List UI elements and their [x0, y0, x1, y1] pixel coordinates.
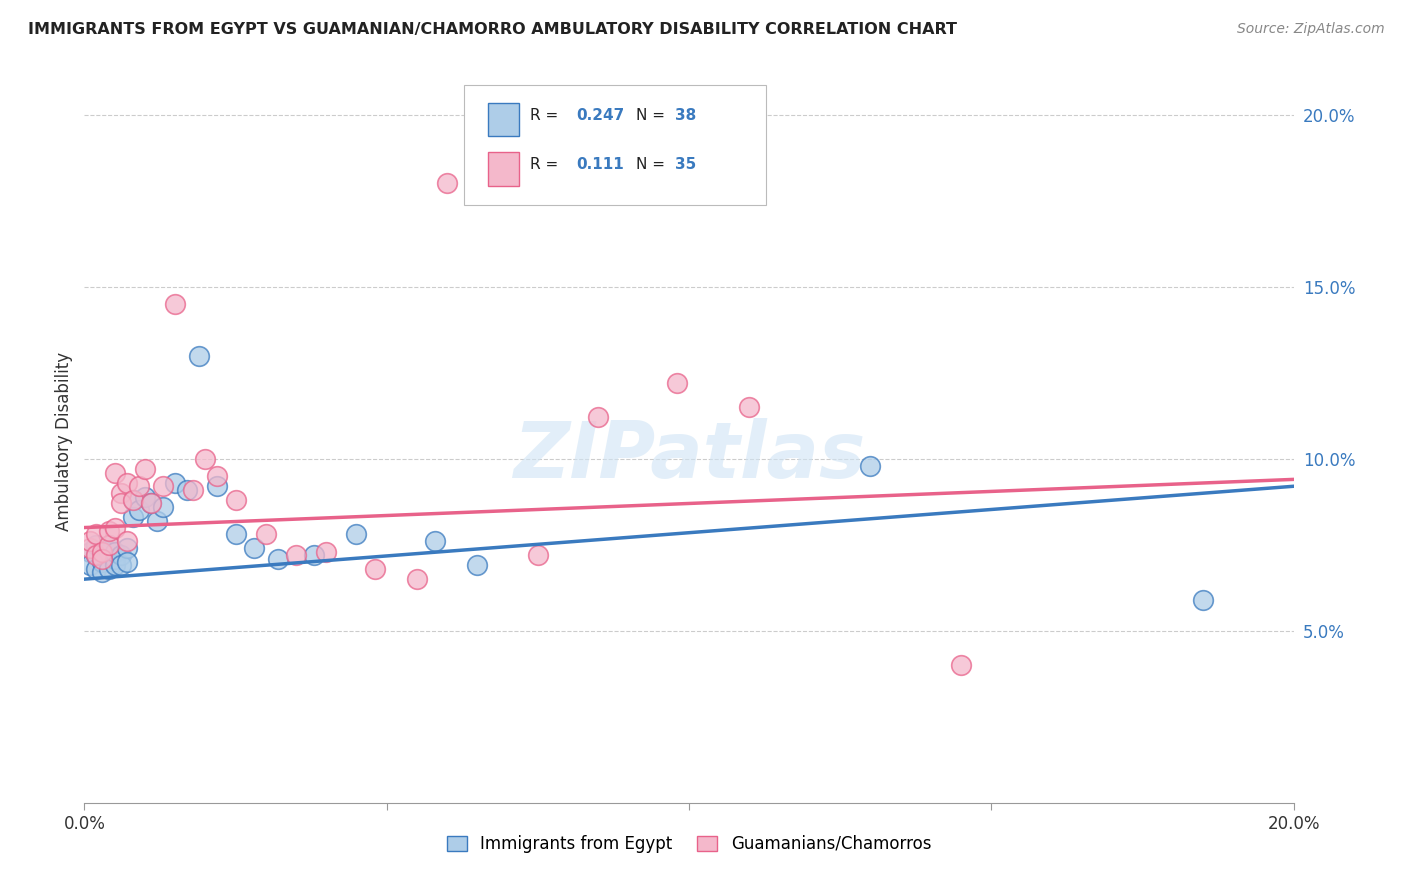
Point — [110, 486, 132, 500]
Point — [110, 496, 132, 510]
Point — [346, 527, 368, 541]
Point — [91, 551, 114, 566]
Point — [859, 458, 882, 473]
Point — [950, 658, 973, 673]
Point — [406, 572, 429, 586]
Point — [225, 493, 247, 508]
Point — [97, 544, 120, 558]
Point — [86, 527, 108, 541]
Text: R =: R = — [530, 108, 564, 122]
Point — [91, 544, 114, 558]
Point — [79, 544, 101, 558]
Point — [86, 562, 108, 576]
Point — [128, 503, 150, 517]
Point — [315, 544, 337, 558]
Point — [165, 475, 187, 490]
Text: IMMIGRANTS FROM EGYPT VS GUAMANIAN/CHAMORRO AMBULATORY DISABILITY CORRELATION CH: IMMIGRANTS FROM EGYPT VS GUAMANIAN/CHAMO… — [28, 22, 957, 37]
Point — [1192, 592, 1215, 607]
Point — [146, 514, 169, 528]
Point — [97, 562, 120, 576]
Y-axis label: Ambulatory Disability: Ambulatory Disability — [55, 352, 73, 531]
Point — [738, 400, 761, 414]
Point — [285, 548, 308, 562]
Point — [86, 538, 108, 552]
Point — [181, 483, 204, 497]
Point — [104, 544, 127, 558]
Point — [436, 177, 458, 191]
Point — [110, 548, 132, 562]
Point — [152, 479, 174, 493]
Point — [79, 534, 101, 549]
Point — [91, 555, 114, 569]
Point — [115, 475, 138, 490]
Text: Source: ZipAtlas.com: Source: ZipAtlas.com — [1237, 22, 1385, 37]
Point — [207, 469, 229, 483]
Point — [104, 551, 127, 566]
Point — [104, 558, 127, 573]
Point — [134, 490, 156, 504]
Text: 0.111: 0.111 — [576, 157, 624, 171]
Point — [165, 297, 187, 311]
Point — [128, 479, 150, 493]
Point — [588, 410, 610, 425]
Point — [176, 483, 198, 497]
Point — [91, 566, 114, 580]
Point — [188, 349, 211, 363]
Point — [467, 558, 489, 573]
Point — [267, 551, 290, 566]
Point — [302, 548, 325, 562]
Text: ZIPatlas: ZIPatlas — [513, 418, 865, 494]
Text: R =: R = — [530, 157, 568, 171]
Point — [97, 538, 120, 552]
Point — [115, 534, 138, 549]
Point — [104, 466, 127, 480]
Point — [134, 462, 156, 476]
Point — [115, 541, 138, 556]
Point — [225, 527, 247, 541]
Point — [363, 562, 385, 576]
Point — [423, 534, 446, 549]
Point — [139, 496, 162, 510]
Point — [665, 376, 688, 390]
Text: 35: 35 — [675, 157, 696, 171]
Text: 0.247: 0.247 — [576, 108, 624, 122]
Point — [121, 493, 143, 508]
Text: N =: N = — [636, 157, 669, 171]
Point — [79, 558, 101, 573]
Point — [91, 548, 114, 562]
Text: N =: N = — [636, 108, 669, 122]
Point — [121, 510, 143, 524]
Point — [115, 555, 138, 569]
Point — [110, 558, 132, 573]
Point — [86, 548, 108, 562]
Point — [86, 548, 108, 562]
Point — [207, 479, 229, 493]
Point — [254, 527, 277, 541]
Point — [139, 496, 162, 510]
Point — [152, 500, 174, 514]
Text: 38: 38 — [675, 108, 696, 122]
Point — [121, 493, 143, 508]
Point — [194, 451, 217, 466]
Point — [97, 538, 120, 552]
Point — [242, 541, 264, 556]
Legend: Immigrants from Egypt, Guamanians/Chamorros: Immigrants from Egypt, Guamanians/Chamor… — [440, 828, 938, 860]
Point — [527, 548, 550, 562]
Point — [79, 541, 101, 556]
Point — [97, 524, 120, 538]
Point — [104, 520, 127, 534]
